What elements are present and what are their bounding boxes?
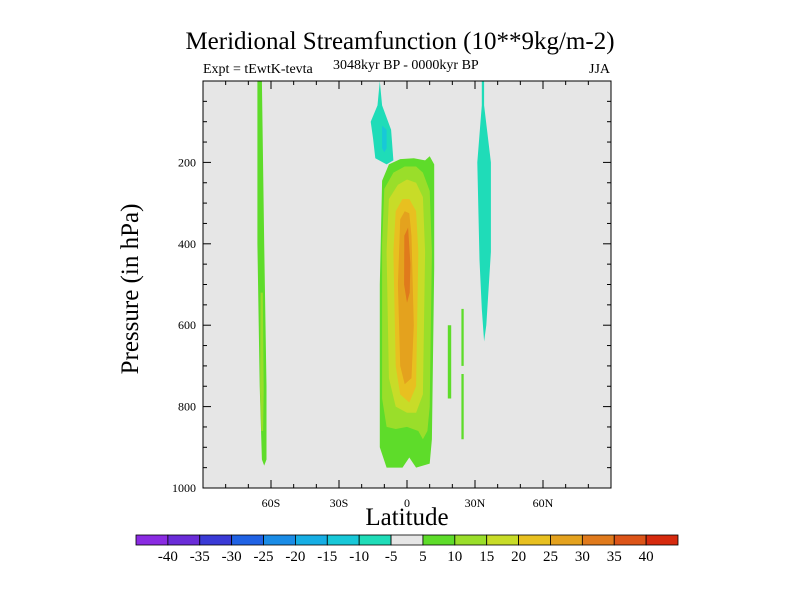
colorbar-box — [454, 534, 488, 546]
y-tick-label: 600 — [178, 318, 196, 332]
colorbar-box — [263, 534, 296, 546]
colorbar-box — [295, 534, 328, 546]
colorbar-box — [135, 534, 169, 546]
x-tick-label: 30S — [330, 496, 349, 510]
colorbar-label: 10 — [447, 549, 462, 565]
x-axis-label: Latitude — [365, 504, 449, 531]
northern-green-sliver-2 — [461, 374, 464, 440]
season-label: JJA — [589, 62, 611, 77]
chart-title: Meridional Streamfunction (10**9kg/m-2) — [185, 28, 615, 55]
northern-negative-band — [477, 81, 491, 342]
colorbar-box — [358, 534, 392, 546]
colorbar-label: -5 — [385, 549, 398, 565]
x-tick-label: 30N — [465, 496, 486, 510]
southern-high-lat-cell — [257, 81, 267, 466]
colorbar-box — [550, 534, 583, 546]
colorbar-box — [645, 534, 679, 546]
colorbar-box — [326, 534, 360, 546]
colorbar-box — [486, 534, 519, 546]
x-tick-label: 60N — [533, 496, 554, 510]
colorbar-label: 15 — [479, 549, 494, 565]
x-tick-label: 60S — [262, 496, 281, 510]
colorbar-label: -15 — [317, 549, 337, 565]
colorbar-label: 40 — [639, 549, 654, 565]
tropical-cell-core — [404, 227, 411, 303]
colorbar-box — [613, 534, 647, 546]
x-tick-label: 0 — [404, 496, 410, 510]
colorbar-label: 35 — [607, 549, 622, 565]
colorbar-label: -40 — [158, 549, 178, 565]
colorbar-label: -30 — [222, 549, 242, 565]
colorbar-box — [231, 534, 264, 546]
colorbar-label: 5 — [419, 549, 427, 565]
colorbar-label: -25 — [254, 549, 274, 565]
colorbar-label: -20 — [285, 549, 305, 565]
northern-green-sliver-1 — [461, 308, 464, 366]
colorbar-label: 20 — [511, 549, 526, 565]
colorbar-box — [581, 534, 615, 546]
upper-negative-cell — [370, 81, 394, 165]
experiment-label: Expt = tEwtK-tevta — [203, 62, 313, 77]
colorbar-label: 25 — [543, 549, 558, 565]
y-tick-label: 200 — [178, 155, 196, 169]
colorbar-label: 30 — [575, 549, 590, 565]
plot-frame — [202, 80, 612, 489]
time-range-label: 3048kyr BP - 0000kyr BP — [333, 58, 479, 73]
colorbar-label: -35 — [190, 549, 210, 565]
y-tick-label: 400 — [178, 237, 196, 251]
colorbar-label: -10 — [349, 549, 369, 565]
y-tick-label: 1000 — [172, 481, 196, 495]
colorbar-box — [518, 534, 551, 546]
southern-high-lat-cell-core — [260, 292, 264, 431]
colorbar-box — [167, 534, 201, 546]
colorbar-box — [199, 534, 233, 546]
tropical-cell-25 — [397, 211, 414, 385]
colorbar-box — [390, 534, 424, 546]
colorbar-box — [422, 534, 456, 546]
upper-negative-cell-core — [382, 125, 387, 153]
northern-green-sliver-3 — [447, 325, 452, 399]
y-tick-label: 800 — [178, 400, 196, 414]
